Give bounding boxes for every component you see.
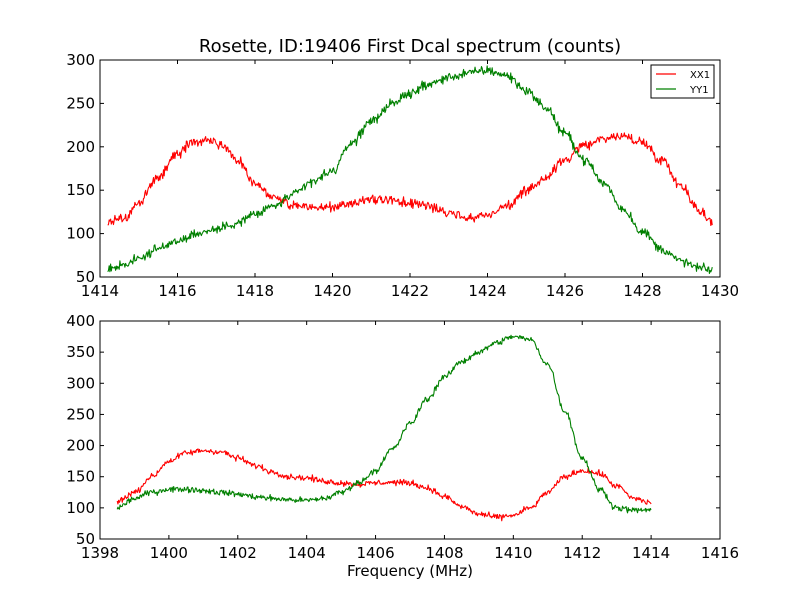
x-tick-label: 1418 [236, 282, 274, 300]
bottom-axes-frame [99, 320, 721, 540]
x-tick-label: 1408 [425, 544, 463, 562]
x-tick-label: 1416 [158, 282, 196, 300]
y-tick-label: 250 [66, 405, 95, 423]
y-tick-label: 250 [66, 94, 95, 112]
top-series-group [107, 65, 713, 275]
x-tick-label: 1426 [546, 282, 584, 300]
x-axis-label: Frequency (MHz) [347, 562, 473, 580]
bottom-series-group [116, 334, 652, 522]
x-tick-label: 1404 [288, 544, 326, 562]
x-tick-label: 1410 [494, 544, 532, 562]
y-tick-label: 50 [76, 530, 95, 548]
x-tick-label: 1414 [632, 544, 670, 562]
top-ticks-group: 1414 1416 1418 1420 1422 1424 1426 1428 1430 50 10… [66, 51, 739, 300]
legend-label-xx1: XX1 [690, 70, 710, 81]
series-line-xx1 [116, 448, 652, 522]
top-legend: XX1 YY1 [650, 64, 715, 99]
x-tick-label: 1414 [81, 282, 119, 300]
legend-box [650, 64, 715, 99]
top-axes: 1414 1416 1418 1420 1422 1424 1426 1428 1430 50 10… [66, 51, 739, 300]
y-tick-label: 300 [66, 51, 95, 69]
x-tick-label: 1412 [563, 544, 601, 562]
y-tick-label: 400 [66, 312, 95, 330]
chart-title: Rosette, ID:19406 First Dcal spectrum (c… [199, 36, 621, 57]
y-tick-label: 100 [66, 225, 95, 243]
x-tick-label: 1430 [701, 282, 739, 300]
x-tick-label: 1428 [623, 282, 661, 300]
y-tick-label: 200 [66, 138, 95, 156]
x-tick-label: 1416 [701, 544, 739, 562]
series-line-xx1 [107, 132, 713, 227]
series-line-yy1 [116, 334, 652, 514]
legend-label-yy1: YY1 [689, 85, 709, 96]
y-tick-label: 150 [66, 468, 95, 486]
y-tick-label: 100 [66, 499, 95, 517]
x-tick-label: 1424 [468, 282, 506, 300]
y-tick-label: 350 [66, 343, 95, 361]
series-line-yy1 [107, 65, 713, 275]
bottom-axes: 1398 1400 1402 1404 1406 1408 1410 1412 1414 1416… [66, 312, 739, 562]
x-tick-label: 1406 [356, 544, 394, 562]
bottom-ticks-group: 1398 1400 1402 1404 1406 1408 1410 1412 1414 1416… [66, 312, 739, 562]
y-tick-label: 150 [66, 181, 95, 199]
x-tick-label: 1400 [150, 544, 188, 562]
x-tick-label: 1420 [313, 282, 351, 300]
x-tick-label: 1398 [81, 544, 119, 562]
y-tick-label: 50 [76, 268, 95, 286]
y-tick-label: 300 [66, 374, 95, 392]
x-tick-label: 1402 [219, 544, 257, 562]
y-tick-label: 200 [66, 437, 95, 455]
x-tick-label: 1422 [391, 282, 429, 300]
